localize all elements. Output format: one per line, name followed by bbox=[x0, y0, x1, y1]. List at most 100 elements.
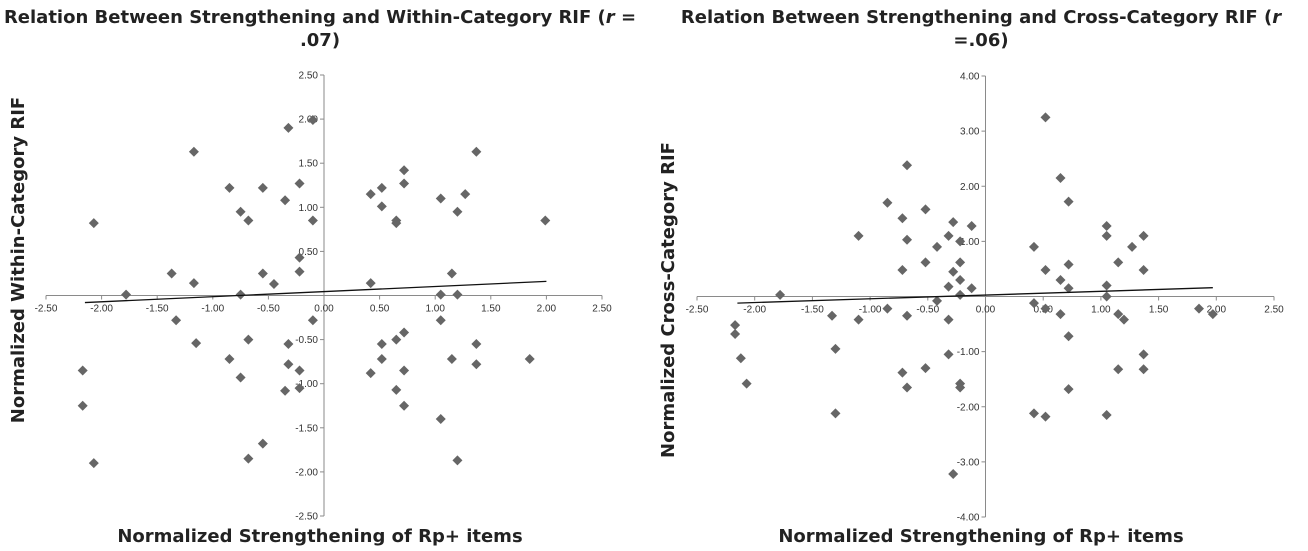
data-point bbox=[853, 314, 864, 325]
data-point bbox=[280, 195, 291, 206]
chart-title-within: Relation Between Strengthening and Withi… bbox=[0, 6, 640, 52]
data-point bbox=[1028, 408, 1039, 419]
data-point bbox=[294, 266, 305, 277]
data-point bbox=[1193, 303, 1204, 314]
data-point bbox=[435, 193, 446, 204]
data-point bbox=[391, 334, 402, 345]
y-tick-label: -0.50 bbox=[295, 335, 318, 346]
x-tick-label: -1.50 bbox=[801, 305, 824, 316]
data-point bbox=[77, 365, 88, 376]
data-point bbox=[902, 310, 913, 321]
data-point bbox=[1127, 241, 1138, 252]
y-tick-label: -2.00 bbox=[295, 467, 318, 478]
data-point bbox=[1113, 309, 1124, 320]
x-tick-label: 0.00 bbox=[976, 305, 996, 316]
data-point bbox=[235, 289, 246, 300]
data-point bbox=[294, 365, 305, 376]
chart-title-r-cross: r bbox=[1272, 7, 1282, 28]
data-point bbox=[1138, 265, 1149, 276]
x-tick-label: -2.50 bbox=[35, 304, 58, 315]
data-point bbox=[294, 178, 305, 189]
data-point bbox=[902, 382, 913, 393]
data-point bbox=[268, 279, 279, 290]
data-point bbox=[376, 201, 387, 212]
x-axis-label-cross: Normalized Strengthening of Rp+ items bbox=[778, 526, 1184, 547]
x-axis-label-within: Normalized Strengthening of Rp+ items bbox=[117, 526, 523, 547]
chart-title-cross: Relation Between Strengthening and Cross… bbox=[654, 6, 1308, 52]
x-tick-label: -1.50 bbox=[146, 304, 169, 315]
data-point bbox=[391, 218, 402, 229]
data-point bbox=[1028, 241, 1039, 252]
y-tick-label: -1.00 bbox=[957, 347, 980, 358]
data-point bbox=[1101, 230, 1112, 241]
x-tick-label: 2.00 bbox=[1207, 305, 1227, 316]
data-point bbox=[365, 368, 376, 379]
data-point bbox=[853, 230, 864, 241]
data-point bbox=[283, 359, 294, 370]
x-tick-label: 2.50 bbox=[1264, 305, 1284, 316]
data-point bbox=[1113, 257, 1124, 268]
data-point bbox=[77, 400, 88, 411]
data-point bbox=[435, 413, 446, 424]
data-point bbox=[435, 289, 446, 300]
data-point bbox=[471, 339, 482, 350]
data-point bbox=[932, 295, 943, 306]
x-tick-label: 1.50 bbox=[1149, 305, 1169, 316]
scatter-plot-cross: -2.50-2.00-1.50-1.00-0.500.000.501.001.5… bbox=[658, 72, 1284, 524]
x-tick-label: -1.00 bbox=[859, 305, 882, 316]
x-tick-label: 2.00 bbox=[537, 304, 557, 315]
chart-panel-within: Relation Between Strengthening and Withi… bbox=[0, 0, 640, 551]
chart-title-main-cross: Relation Between Strengthening and Cross… bbox=[680, 7, 1273, 28]
data-point bbox=[171, 315, 182, 326]
y-tick-label: 2.00 bbox=[960, 182, 980, 193]
data-point bbox=[955, 382, 966, 393]
data-point bbox=[243, 215, 254, 226]
data-point bbox=[224, 182, 235, 193]
x-tick-label: 1.00 bbox=[425, 304, 445, 315]
y-tick-label: 1.50 bbox=[299, 159, 319, 170]
data-point bbox=[1028, 298, 1039, 309]
data-point bbox=[897, 265, 908, 276]
x-tick-label: 2.50 bbox=[592, 304, 612, 315]
x-tick-label: -0.50 bbox=[257, 304, 280, 315]
data-point bbox=[902, 234, 913, 245]
data-point bbox=[399, 165, 410, 176]
data-point bbox=[1055, 309, 1066, 320]
y-tick-label: -1.50 bbox=[295, 423, 318, 434]
data-point bbox=[283, 122, 294, 133]
data-point bbox=[1113, 364, 1124, 375]
y-axis-label-cross: Normalized Cross-Category RIF bbox=[658, 142, 679, 458]
data-point bbox=[955, 274, 966, 285]
data-point bbox=[730, 328, 741, 339]
data-point bbox=[1063, 196, 1074, 207]
data-point bbox=[452, 289, 463, 300]
data-point bbox=[741, 378, 752, 389]
data-point bbox=[121, 289, 132, 300]
data-point bbox=[1101, 410, 1112, 421]
data-point bbox=[365, 278, 376, 289]
data-point bbox=[88, 458, 99, 469]
data-point bbox=[827, 310, 838, 321]
x-tick-label: -2.00 bbox=[90, 304, 113, 315]
data-point bbox=[524, 354, 535, 365]
data-point bbox=[243, 453, 254, 464]
data-point bbox=[471, 146, 482, 157]
data-point bbox=[166, 268, 177, 279]
scatter-plot-within: -2.50 -2.00 -1.50 -1.00 -0.50 0.00 0.50 1.00 1.5… bbox=[8, 71, 612, 523]
data-point bbox=[948, 266, 959, 277]
trendline-within bbox=[84, 280, 547, 304]
data-point bbox=[943, 314, 954, 325]
data-point bbox=[294, 383, 305, 394]
data-point bbox=[1138, 230, 1149, 241]
data-point bbox=[399, 365, 410, 376]
data-point bbox=[1207, 309, 1218, 320]
data-point bbox=[948, 469, 959, 480]
data-point bbox=[1040, 411, 1051, 422]
y-tick-label: 1.00 bbox=[960, 237, 980, 248]
data-point bbox=[88, 218, 99, 229]
chart-title-main-within: Relation Between Strengthening and Withi… bbox=[3, 7, 606, 28]
data-point bbox=[376, 182, 387, 193]
data-point bbox=[1063, 259, 1074, 270]
data-point bbox=[1101, 291, 1112, 302]
chart-title-value-within: = .07) bbox=[299, 7, 637, 51]
